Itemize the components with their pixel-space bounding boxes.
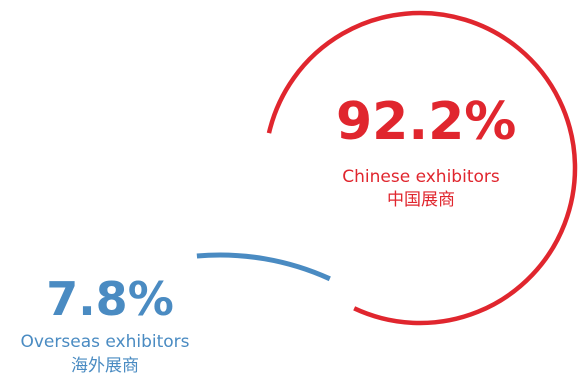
slice-china-arc: [266, 10, 578, 326]
slice-overseas-value-label: 7.8%: [46, 272, 174, 326]
slice-china-label-zh: 中国展商: [387, 190, 455, 210]
slice-china-value-label: 92.2%: [336, 92, 517, 152]
slice-china-label-en: Chinese exhibitors: [342, 167, 500, 187]
slice-overseas-arc: [196, 252, 331, 282]
slice-overseas-label-en: Overseas exhibitors: [20, 332, 190, 352]
slice-overseas-label-zh: 海外展商: [71, 356, 139, 376]
